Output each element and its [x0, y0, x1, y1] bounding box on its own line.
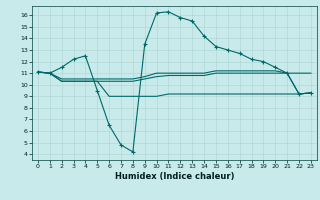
X-axis label: Humidex (Indice chaleur): Humidex (Indice chaleur) [115, 172, 234, 181]
